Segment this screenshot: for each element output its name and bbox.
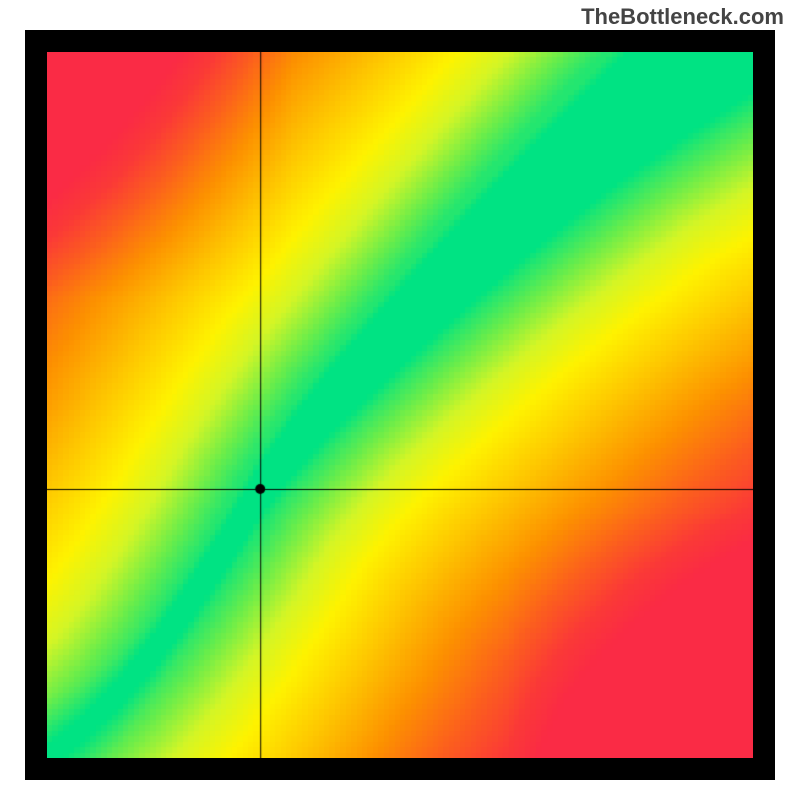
watermark-text: TheBottleneck.com	[581, 4, 784, 30]
plot-frame	[25, 30, 775, 780]
crosshair-overlay	[47, 52, 753, 758]
chart-container: TheBottleneck.com	[0, 0, 800, 800]
